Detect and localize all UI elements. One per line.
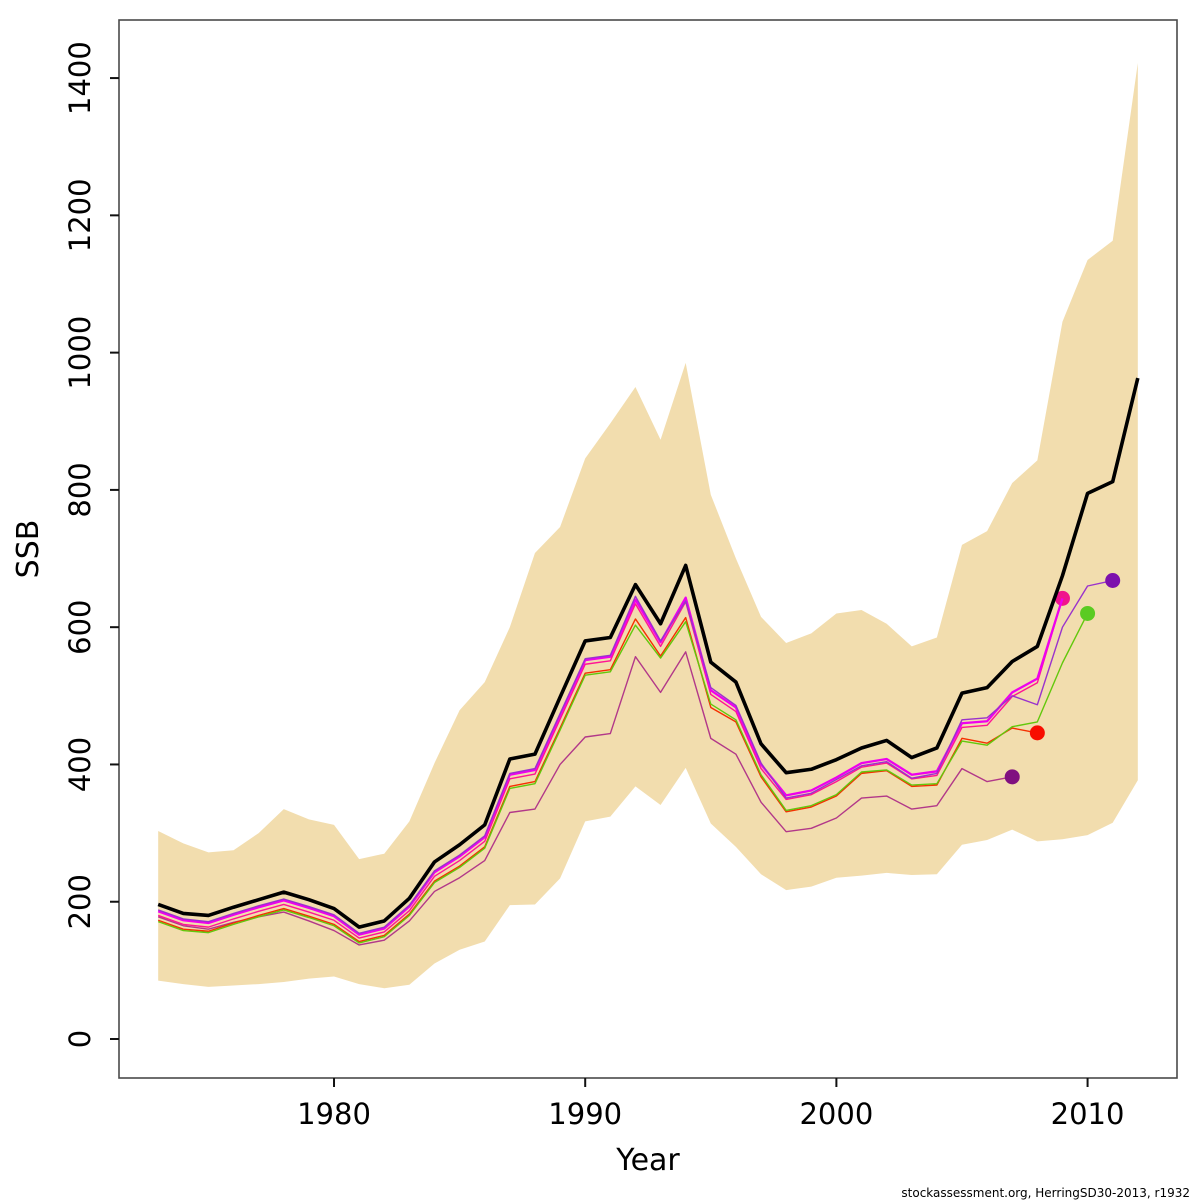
confidence-band bbox=[158, 62, 1138, 989]
x-tick-label: 1990 bbox=[548, 1097, 622, 1131]
x-tick-label: 1980 bbox=[297, 1097, 371, 1131]
x-tick-label: 2000 bbox=[799, 1097, 873, 1131]
y-axis-title: SSB bbox=[11, 520, 46, 579]
retro-2010-line bbox=[157, 613, 1089, 944]
plot-border bbox=[118, 19, 1178, 1079]
retro-2009-magenta-line bbox=[157, 596, 1064, 936]
y-tick-label: 200 bbox=[63, 874, 97, 929]
retro-2007-line bbox=[157, 651, 1013, 946]
retro-2008-endpoint-dot bbox=[1029, 725, 1045, 741]
current-estimate-line bbox=[157, 377, 1140, 929]
retro-2011-line bbox=[157, 579, 1113, 935]
source-caption: stockassessment.org, HerringSD30-2013, r… bbox=[901, 1186, 1190, 1200]
band-layer bbox=[158, 62, 1138, 989]
y-tick-label: 600 bbox=[63, 600, 97, 655]
y-tick-label: 400 bbox=[63, 737, 97, 792]
y-tick-label: 0 bbox=[63, 1030, 97, 1048]
x-tick-label: 2010 bbox=[1051, 1097, 1125, 1131]
y-tick-label: 1200 bbox=[63, 178, 97, 252]
retro-2010-endpoint-dot bbox=[1080, 605, 1096, 621]
retro-2007-endpoint-dot bbox=[1004, 769, 1020, 785]
retro-2011-endpoint-dot bbox=[1105, 573, 1121, 589]
y-tick-label: 800 bbox=[63, 462, 97, 517]
series-layer bbox=[157, 377, 1140, 946]
x-axis-title: Year bbox=[615, 1143, 680, 1178]
y-tick-label: 1000 bbox=[63, 316, 97, 390]
axes-layer: 1980 1990 2000 2010 0 200 400 600 800 1000 1200 140… bbox=[63, 19, 1178, 1131]
y-tick-label: 1400 bbox=[63, 41, 97, 115]
